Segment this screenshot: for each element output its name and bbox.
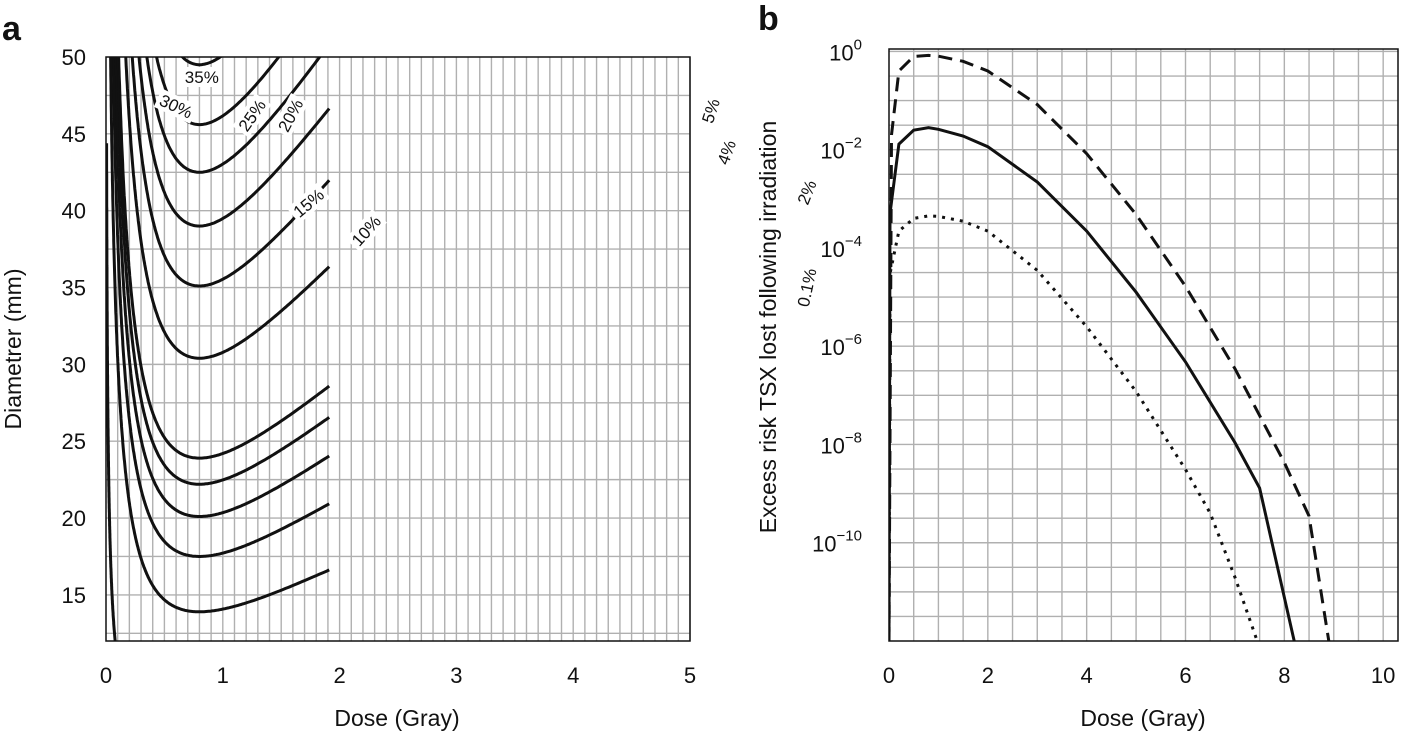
contour-label-bg: [345, 209, 388, 253]
contour-label: 20%: [272, 93, 309, 138]
contour-label-bg: [792, 265, 821, 310]
y-tick-label: 10−8: [820, 429, 862, 458]
x-axis-title-b: Dose (Gray): [1080, 705, 1205, 731]
contour-line: [180, 57, 223, 67]
contour-line: [130, 57, 331, 288]
x-tick-label: 3: [450, 663, 462, 688]
y-axis-title-a: Diametrer (mm): [0, 269, 26, 430]
y-tick-label: 10−6: [820, 331, 862, 360]
contour-label-bg: [695, 88, 727, 133]
contour-label-bg: [272, 93, 309, 138]
contour-label: 10%: [345, 209, 388, 253]
contour-line: [115, 57, 331, 486]
contour-label: 25%: [232, 93, 272, 138]
x-tick-label: 5: [684, 663, 696, 688]
contour-label-bg: [232, 93, 272, 138]
y-tick-label: 100: [829, 36, 862, 65]
y-tick-exponent: −2: [845, 135, 862, 152]
contour-label: 5%: [695, 88, 727, 133]
x-tick-label: 0: [100, 663, 112, 688]
panel-a-letter: a: [2, 10, 22, 48]
contour-label: 0.1%: [792, 265, 821, 310]
contour-line: [106, 143, 117, 641]
y-tick-labels-a: 15 20 25 30 35 40 45 50: [62, 45, 86, 608]
x-tick-label: 10: [1371, 663, 1395, 688]
contour-label-text: 0.1%: [794, 267, 821, 309]
contour-label-bg: [790, 169, 824, 215]
x-axis-title-a: Dose (Gray): [334, 705, 459, 731]
contour-label-text: 35%: [185, 68, 219, 87]
contour-label: 35%: [181, 67, 222, 87]
x-tick-labels-a: 0 1 2 3 4 5: [100, 663, 696, 688]
contour-label-bg: [286, 182, 331, 224]
y-tick-label: 25: [62, 429, 86, 454]
y-tick-label: 50: [62, 45, 86, 70]
x-tick-label: 0: [883, 663, 895, 688]
risk-curves: [889, 53, 1331, 641]
y-tick-label: 35: [62, 276, 86, 301]
y-tick-exponent: −4: [845, 233, 862, 250]
x-tick-label: 6: [1179, 663, 1191, 688]
contour-line: [109, 57, 330, 614]
x-tick-label: 8: [1278, 663, 1290, 688]
plot-frame-b: [888, 48, 1399, 642]
contour-label: 4%: [710, 130, 743, 175]
contour-labels: 35%30% 25% 20%15%10%5%4%2%0.1%: [153, 67, 824, 310]
plot-frame-a: [105, 56, 691, 642]
x-tick-label: 1: [217, 663, 229, 688]
contour-line: [145, 57, 322, 174]
contour-label-bg: [181, 67, 222, 87]
risk-curve-dashed: [889, 53, 1331, 641]
panel-b: b 0 2 4 6 8 10 100 10−2 10−4 10−6 10−8 10−10 Dose …: [755, 0, 1399, 731]
y-tick-label: 10−2: [820, 135, 862, 164]
risk-curve-solid: [889, 126, 1296, 641]
contour-line: [117, 57, 331, 460]
contour-line: [137, 57, 331, 228]
y-axis-title-b: Excess risk TSX lost following irradiati…: [755, 121, 781, 533]
grid-a: [106, 57, 691, 641]
y-tick-exponent: 0: [854, 36, 862, 53]
contour-label-bg: [153, 88, 199, 124]
panel-b-letter: b: [758, 0, 779, 38]
y-tick-label: 45: [62, 122, 86, 147]
y-tick-label: 15: [62, 583, 86, 608]
x-tick-label: 2: [333, 663, 345, 688]
grid-b: [889, 49, 1398, 641]
x-tick-label: 2: [982, 663, 994, 688]
risk-curve-dotted: [889, 214, 1259, 641]
y-tick-exponent: −10: [837, 528, 862, 545]
x-tick-label: 4: [567, 663, 579, 688]
contour-line: [111, 57, 330, 558]
y-tick-labels-b: 100 10−2 10−4 10−6 10−8 10−10: [812, 36, 862, 556]
y-tick-label: 10−4: [820, 233, 862, 262]
y-tick-label: 10−10: [812, 528, 862, 557]
contour-line: [124, 57, 331, 360]
y-tick-exponent: −6: [845, 331, 862, 348]
y-tick-label: 40: [62, 199, 86, 224]
contour-label: 2%: [790, 169, 824, 215]
y-tick-exponent: −8: [845, 429, 862, 446]
y-tick-label: 20: [62, 506, 86, 531]
contour-line: [113, 57, 331, 518]
y-tick-label: 30: [62, 352, 86, 377]
x-tick-label: 4: [1081, 663, 1093, 688]
contour-curves: [106, 57, 331, 641]
x-tick-labels-b: 0 2 4 6 8 10: [883, 663, 1396, 688]
contour-label-bg: [710, 130, 743, 175]
